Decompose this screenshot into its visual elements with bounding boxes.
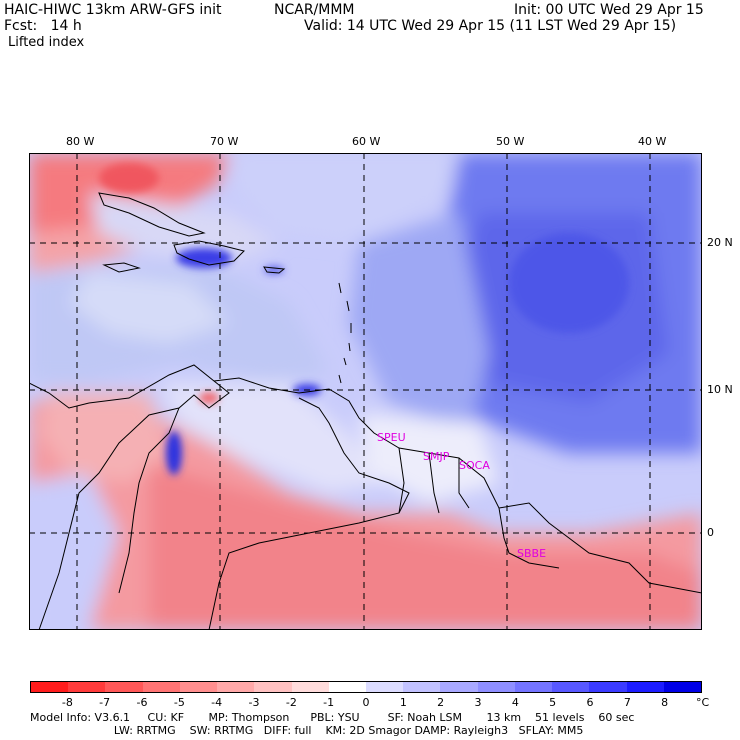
init-time: Init: 00 UTC Wed 29 Apr 15: [514, 2, 704, 18]
lon-label-70w: 70 W: [210, 135, 239, 148]
station-speu: SPEU: [377, 431, 406, 444]
colorbar-tick-label: -3: [248, 696, 260, 709]
lat-label-eq: 0: [707, 526, 714, 539]
lon-label-80w: 80 W: [66, 135, 95, 148]
field-name: Lifted index: [8, 35, 85, 50]
colorbar-tick-label: -6: [136, 696, 148, 709]
colorbar-cell: [179, 682, 218, 692]
colorbar-tick-label: -7: [99, 696, 111, 709]
lon-label-50w: 50 W: [496, 135, 525, 148]
colorbar-tick-label: 2: [437, 696, 445, 709]
field-detail: [99, 163, 629, 475]
forecast-hour: Fcst: 14 h: [4, 18, 82, 34]
station-sbbe: SBBE: [517, 547, 547, 560]
colorbar-tick-label: -4: [211, 696, 223, 709]
colorbar-unit: °C: [696, 696, 710, 709]
colorbar-cell: [291, 682, 329, 692]
colorbar-cell: [365, 682, 404, 692]
colorbar-cell: [328, 682, 366, 692]
colorbar-cell: [105, 682, 143, 692]
colorbar-tick-label: -5: [173, 696, 185, 709]
colorbar-cell: [142, 682, 180, 692]
colorbar-cell: [626, 682, 664, 692]
colorbar-tick-label: 1: [399, 696, 407, 709]
colorbar-cell: [552, 682, 590, 692]
colorbar-tick-label: -1: [323, 696, 335, 709]
colorbar-tick-label: 7: [623, 696, 631, 709]
lon-label-40w: 40 W: [638, 135, 667, 148]
colorbar-cell: [68, 682, 106, 692]
station-smjp: SMJP: [423, 450, 450, 463]
valid-time: Valid: 14 UTC Wed 29 Apr 15 (11 LST Wed …: [304, 18, 677, 34]
model-info-line1: Model Info: V3.6.1 CU: KF MP: Thompson P…: [30, 711, 635, 724]
colorbar-tick-label: 3: [474, 696, 482, 709]
colorbar-tick-label: -8: [61, 696, 73, 709]
coastlines: [29, 192, 702, 630]
lat-label-10n: 10 N: [707, 383, 733, 396]
colorbar-tick-label: 0: [362, 696, 370, 709]
colorbar-tick-label: -2: [285, 696, 297, 709]
colorbar-tick-label: 5: [549, 696, 557, 709]
colorbar-tick-label: 6: [586, 696, 594, 709]
model-info-line2: LW: RRTMG SW: RRTMG DIFF: full KM: 2D Sm…: [30, 724, 584, 737]
center-label: NCAR/MMM: [274, 2, 355, 18]
lifted-index-map: [29, 153, 702, 630]
colorbar-tick-label: 4: [511, 696, 519, 709]
colorbar-cell: [589, 682, 627, 692]
colorbar-cell: [440, 682, 478, 692]
lat-lon-grid: [29, 153, 702, 630]
colorbar-cell: [254, 682, 292, 692]
lon-label-60w: 60 W: [352, 135, 381, 148]
lat-label-20n: 20 N: [707, 236, 733, 249]
map-frame: [29, 153, 702, 630]
colorbar: [30, 681, 702, 693]
colorbar-tick-label: 8: [661, 696, 669, 709]
colorbar-cell: [217, 682, 255, 692]
colorbar-cell: [31, 682, 69, 692]
station-soca: SOCA: [459, 459, 490, 472]
colorbar-cell: [663, 682, 701, 692]
colorbar-cell: [514, 682, 553, 692]
model-title: HAIC-HIWC 13km ARW-GFS init: [4, 2, 222, 18]
colorbar-cell: [403, 682, 441, 692]
colorbar-cell: [477, 682, 515, 692]
